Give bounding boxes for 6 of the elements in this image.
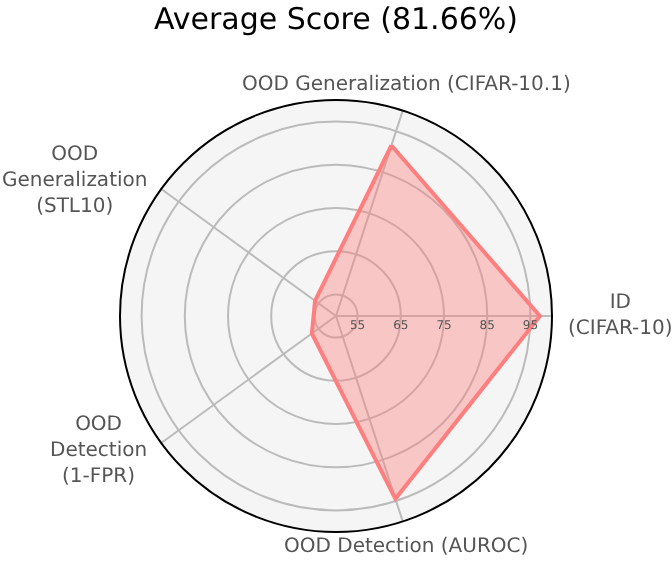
spoke-label: OOD Generalization (STL10) [2,144,148,218]
spoke-label: OOD Detection (AUROC) [284,536,529,558]
spoke-label: ID (CIFAR-10) [568,292,672,340]
spoke-label: OOD Detection (1-FPR) [50,414,148,488]
spoke-label: OOD Generalization (CIFAR-10.1) [242,74,571,96]
chart-title: Average Score (81.66%) [153,1,519,38]
